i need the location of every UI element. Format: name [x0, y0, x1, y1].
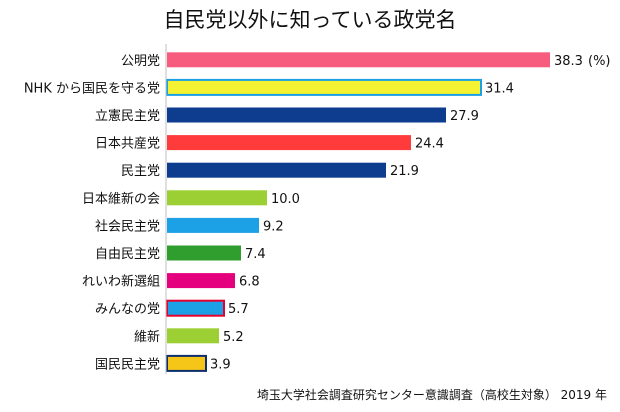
- value-label: 9.2: [263, 219, 284, 234]
- value-label: 7.4: [245, 247, 266, 262]
- category-label: みんなの党: [95, 302, 160, 317]
- value-label: 5.2: [223, 330, 244, 345]
- category-label: れいわ新選組: [82, 274, 160, 290]
- bar: [167, 162, 386, 178]
- value-label: 3.9: [210, 357, 231, 372]
- value-label: 10.0: [271, 192, 300, 207]
- bar: [167, 135, 411, 151]
- value-label: 27.9: [450, 109, 479, 124]
- category-label: 維新: [134, 329, 160, 345]
- bar: [167, 328, 219, 344]
- chart-title: 自民党以外に知っている政党名: [164, 8, 457, 32]
- bar: [167, 217, 259, 233]
- category-label: 公明党: [121, 54, 160, 69]
- value-label: 38.3: [554, 54, 583, 69]
- value-label: 21.9: [390, 164, 419, 179]
- category-label: 日本維新の会: [82, 191, 160, 207]
- value-label: 6.8: [239, 275, 260, 290]
- value-label: 31.4: [485, 81, 514, 96]
- category-label: 社会民主党: [95, 218, 160, 234]
- unit-label: (%): [588, 54, 611, 69]
- bar: [167, 107, 446, 123]
- category-label: 民主党: [121, 164, 160, 179]
- bar: [166, 354, 207, 372]
- bars-group: 公明党 38.3 (%) NHK から国民を守る党 31.4 立憲民主党 27.9 日本共産党…: [24, 52, 611, 372]
- category-label: 日本共産党: [95, 136, 160, 152]
- bar: [166, 78, 482, 96]
- bar: [166, 299, 225, 317]
- value-label: 5.7: [228, 302, 249, 317]
- value-label: 24.4: [415, 137, 444, 152]
- category-label: NHK から国民を守る党: [24, 81, 160, 96]
- category-label: 自由民主党: [95, 247, 160, 262]
- category-label: 国民民主党: [95, 357, 160, 372]
- source-note: 埼玉大学社会調査研究センター意識調査（高校生対象） 2019 年: [257, 387, 607, 402]
- category-label: 立憲民主党: [95, 108, 160, 124]
- bar: [167, 245, 241, 261]
- bar: [167, 273, 235, 289]
- bar: [167, 190, 267, 206]
- bar: [167, 52, 550, 68]
